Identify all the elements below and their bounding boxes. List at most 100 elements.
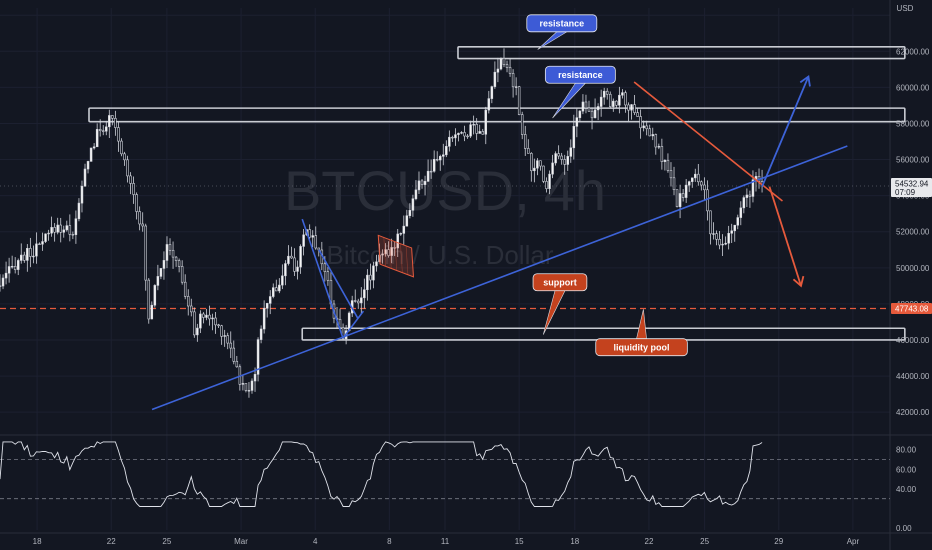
price-tick-label: 50000.00 <box>896 264 930 273</box>
candle-body <box>190 305 193 313</box>
candle-body <box>353 300 357 302</box>
callout-box <box>532 273 588 292</box>
flag-hatch <box>383 237 386 267</box>
candle-body <box>10 265 14 268</box>
trendline <box>633 81 783 202</box>
candle-body <box>44 233 47 242</box>
candle-body <box>627 104 630 111</box>
candle-body <box>284 263 287 277</box>
candle-body <box>159 268 163 277</box>
candle-body <box>457 132 460 135</box>
candle-body <box>214 317 217 326</box>
price-tick-label: 58000.00 <box>896 119 930 128</box>
candle-body <box>654 134 658 148</box>
candle-body <box>554 153 557 164</box>
time-tick-label: 18 <box>570 537 579 546</box>
watermark: BTCUSD, 4h Bitcoin / U.S. Dollar <box>284 159 606 270</box>
candle-body <box>481 131 484 135</box>
candle-body <box>26 247 29 261</box>
callout-pointer <box>636 309 647 340</box>
candle-body <box>584 101 588 109</box>
candle-body <box>141 223 144 227</box>
candle-body <box>59 224 62 233</box>
candle-body <box>199 313 202 329</box>
annotations: resistance resistance support liquidity poo… <box>526 14 688 357</box>
candle-body <box>250 380 254 391</box>
candle-body <box>62 229 65 233</box>
candle-body <box>138 211 141 225</box>
candle-body <box>642 125 645 129</box>
candle-body <box>633 104 636 113</box>
candle-body <box>217 324 220 327</box>
candle-body <box>262 308 266 330</box>
candle-body <box>205 314 208 318</box>
candle-body <box>311 235 314 238</box>
candle-body <box>399 233 403 235</box>
candle-body <box>77 202 81 220</box>
price-zone <box>301 327 906 341</box>
candle-body <box>575 117 579 127</box>
candle-body <box>612 100 615 107</box>
support-price-badge <box>891 303 932 315</box>
candle-body <box>454 134 457 139</box>
watermark-symbol: BTCUSD <box>284 159 514 222</box>
candle-body <box>98 129 102 132</box>
candle-body <box>721 243 724 246</box>
candle-body <box>651 134 655 137</box>
arrow-head <box>792 275 805 288</box>
candle-body <box>578 110 582 118</box>
candle-body <box>223 335 226 337</box>
candle-body <box>551 162 554 175</box>
candle-body <box>281 275 284 286</box>
last-price-value: 54532.94 <box>895 180 929 189</box>
candle-body <box>153 285 157 306</box>
bar-countdown: 07:09 <box>895 188 916 197</box>
candle-body <box>323 263 327 272</box>
candle-body <box>751 179 755 197</box>
candle-body <box>493 71 497 87</box>
candle-body <box>129 175 132 184</box>
candle-body <box>366 274 369 291</box>
candle-body <box>724 242 727 245</box>
candle-body <box>23 254 26 261</box>
candle-body <box>569 147 573 157</box>
candle-body <box>144 225 147 281</box>
callout-label: support <box>543 277 577 287</box>
candle-body <box>684 184 688 198</box>
callout-label: resistance <box>558 70 603 80</box>
time-tick-label: 22 <box>107 537 116 546</box>
candle-body <box>241 383 245 385</box>
candle-body <box>65 225 69 231</box>
candle-body <box>587 107 591 112</box>
last-price-badge <box>891 178 932 198</box>
time-tick-label: 25 <box>700 537 709 546</box>
candle-body <box>581 101 585 112</box>
candle-body <box>511 73 515 88</box>
candle-body <box>666 159 670 171</box>
candle-body <box>733 224 736 232</box>
candle-body <box>423 180 427 185</box>
candle-body <box>545 181 548 189</box>
trendline <box>151 145 848 411</box>
candle-body <box>259 328 263 340</box>
time-tick-label: Apr <box>847 537 860 546</box>
candle-body <box>387 249 390 256</box>
candle-body <box>445 146 448 156</box>
candle-body <box>639 116 642 129</box>
flag-hatch <box>405 245 409 275</box>
candle-body <box>496 68 500 73</box>
candle-body <box>748 194 752 197</box>
candle-body <box>451 136 454 139</box>
candle-body <box>669 170 673 179</box>
bull-flag-channel <box>377 234 415 278</box>
candle-body <box>609 93 612 107</box>
candle-body <box>174 256 178 261</box>
arrow-head <box>799 74 811 87</box>
price-zone <box>88 107 906 123</box>
price-tick-label: 56000.00 <box>896 156 930 165</box>
candle-body <box>657 146 661 148</box>
candle-body <box>520 114 524 135</box>
candle-body <box>29 247 32 257</box>
candle-body <box>463 132 466 137</box>
